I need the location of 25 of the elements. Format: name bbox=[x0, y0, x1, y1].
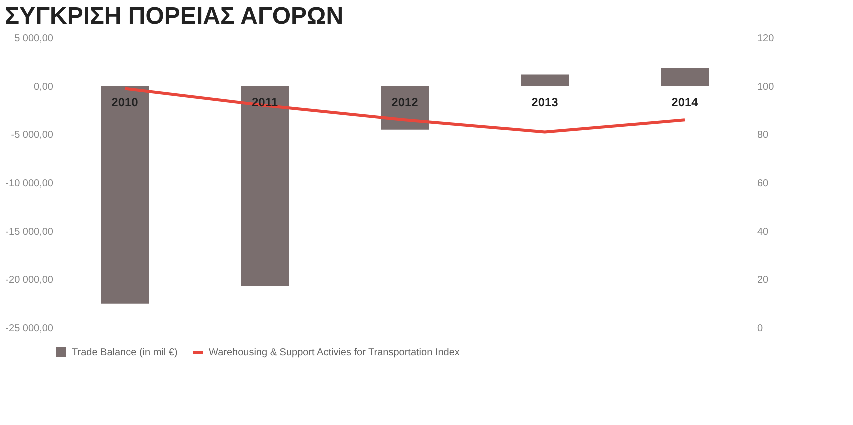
y-tick-label: -10 000,00 bbox=[6, 178, 54, 190]
x-tick-label: 2013 bbox=[532, 95, 559, 110]
y2-tick-label: 60 bbox=[758, 178, 770, 190]
x-tick-label: 2010 bbox=[112, 95, 139, 110]
y2-tick-label: 120 bbox=[758, 34, 775, 44]
y-tick-label: -20 000,00 bbox=[6, 275, 54, 286]
y-tick-label: -15 000,00 bbox=[6, 226, 54, 238]
y2-tick-label: 40 bbox=[758, 226, 770, 238]
y-tick-label: 5 000,00 bbox=[14, 34, 54, 44]
bar bbox=[521, 74, 569, 86]
y-tick-label: -25 000,00 bbox=[6, 324, 54, 334]
x-tick-label: 2014 bbox=[672, 95, 699, 110]
x-tick-label: 2012 bbox=[392, 95, 419, 110]
legend-label: Warehousing & Support Activies for Transportation Index bbox=[209, 348, 460, 358]
y2-tick-label: 0 bbox=[758, 324, 764, 334]
bar bbox=[661, 68, 709, 86]
chart-title: ΣΥΓΚΡΙΣΗ ΠΟΡΕΙΑΣ ΑΓΟΡΩΝ bbox=[5, 3, 344, 30]
y-tick-label: 0,00 bbox=[34, 82, 54, 93]
legend-label: Trade Balance (in mil €) bbox=[72, 348, 178, 358]
y-tick-label: -5 000,00 bbox=[11, 130, 54, 142]
y2-tick-label: 100 bbox=[758, 82, 775, 93]
bar bbox=[101, 86, 149, 304]
y2-tick-label: 80 bbox=[758, 130, 770, 142]
y2-tick-label: 20 bbox=[758, 275, 770, 286]
bar bbox=[241, 86, 289, 286]
